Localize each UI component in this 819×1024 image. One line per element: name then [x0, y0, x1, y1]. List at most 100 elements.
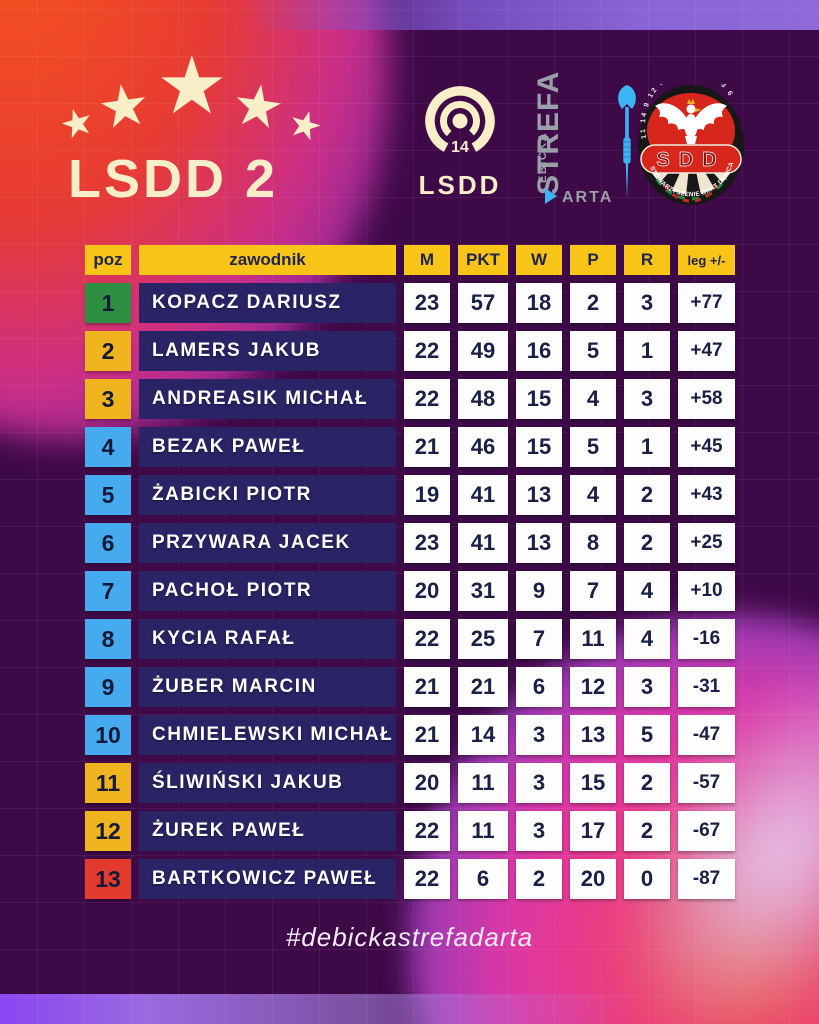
- losses-value: 13: [570, 715, 616, 755]
- table-row: 7 PACHOŁ PIOTR 20 31 9 7 4 +10: [85, 571, 735, 611]
- losses-value: 17: [570, 811, 616, 851]
- losses-value: 4: [570, 379, 616, 419]
- player-name: CHMIELEWSKI MICHAŁ: [139, 715, 396, 755]
- table-row: 1 KOPACZ DARIUSZ 23 57 18 2 3 +77: [85, 283, 735, 323]
- table-row: 6 PRZYWARA JACEK 23 41 13 8 2 +25: [85, 523, 735, 563]
- table-row: 3 ANDREASIK MICHAŁ 22 48 15 4 3 +58: [85, 379, 735, 419]
- table-row: 2 LAMERS JAKUB 22 49 16 5 1 +47: [85, 331, 735, 371]
- points-value: 46: [458, 427, 508, 467]
- draws-value: 5: [624, 715, 670, 755]
- lsdd-target-icon: 14: [425, 86, 495, 156]
- wins-value: 2: [516, 859, 562, 899]
- position-badge: 7: [85, 571, 131, 611]
- header-pkt: PKT: [458, 245, 508, 275]
- position-badge: 11: [85, 763, 131, 803]
- table-row: 11 ŚLIWIŃSKI JAKUB 20 11 3 15 2 -57: [85, 763, 735, 803]
- leg-diff-value: +47: [678, 331, 735, 371]
- leg-diff-value: +58: [678, 379, 735, 419]
- table-row: 10 CHMIELEWSKI MICHAŁ 21 14 3 13 5 -47: [85, 715, 735, 755]
- header-m: M: [404, 245, 450, 275]
- wins-value: 9: [516, 571, 562, 611]
- draws-value: 3: [624, 379, 670, 419]
- player-name: KOPACZ DARIUSZ: [139, 283, 396, 323]
- draws-value: 4: [624, 571, 670, 611]
- wins-value: 15: [516, 427, 562, 467]
- table-row: 4 BEZAK PAWEŁ 21 46 15 5 1 +45: [85, 427, 735, 467]
- star-icon: ★: [227, 70, 289, 143]
- strefa-strefa-text: STREFA: [532, 70, 565, 195]
- leg-diff-value: -31: [678, 667, 735, 707]
- matches-value: 22: [404, 811, 450, 851]
- leg-diff-value: +25: [678, 523, 735, 563]
- draws-value: 0: [624, 859, 670, 899]
- points-value: 41: [458, 523, 508, 563]
- leg-diff-value: +10: [678, 571, 735, 611]
- brand-block: ★ ★ ★ ★ ★ LSDD 2: [55, 46, 360, 215]
- player-name: ŻUREK PAWEŁ: [139, 811, 396, 851]
- player-name: LAMERS JAKUB: [139, 331, 396, 371]
- matches-value: 22: [404, 331, 450, 371]
- draws-value: 2: [624, 811, 670, 851]
- points-value: 25: [458, 619, 508, 659]
- strefa-d-triangle-icon: [545, 188, 557, 204]
- points-value: 41: [458, 475, 508, 515]
- leg-diff-value: +45: [678, 427, 735, 467]
- losses-value: 4: [570, 475, 616, 515]
- wins-value: 7: [516, 619, 562, 659]
- lsdd-logo-label: LSDD: [418, 170, 502, 200]
- position-badge: 5: [85, 475, 131, 515]
- draws-value: 3: [624, 283, 670, 323]
- bottom-gradient-band: [0, 994, 819, 1024]
- wins-value: 3: [516, 763, 562, 803]
- leg-diff-value: +77: [678, 283, 735, 323]
- position-badge: 8: [85, 619, 131, 659]
- losses-value: 7: [570, 571, 616, 611]
- matches-value: 20: [404, 763, 450, 803]
- position-badge: 13: [85, 859, 131, 899]
- matches-value: 22: [404, 379, 450, 419]
- wins-value: 3: [516, 811, 562, 851]
- points-value: 21: [458, 667, 508, 707]
- matches-value: 23: [404, 283, 450, 323]
- star-icon: ★: [156, 41, 228, 130]
- header-p: P: [570, 245, 616, 275]
- wins-value: 3: [516, 715, 562, 755]
- page-title: LSDD 2: [68, 149, 279, 209]
- standings-table: poz zawodnik M PKT W P R leg +/- 1 KOPAC…: [85, 245, 735, 899]
- position-badge: 4: [85, 427, 131, 467]
- player-name: KYCIA RAFAŁ: [139, 619, 396, 659]
- losses-value: 12: [570, 667, 616, 707]
- header-w: W: [516, 245, 562, 275]
- wins-value: 16: [516, 331, 562, 371]
- table-row: 8 KYCIA RAFAŁ 22 25 7 11 4 -16: [85, 619, 735, 659]
- sdd-crest-icon: 11 14 9 12 5 20 1 18 4 13 6 SDD STOWARZY…: [638, 67, 744, 205]
- leg-diff-value: -16: [678, 619, 735, 659]
- wins-value: 6: [516, 667, 562, 707]
- table-row: 9 ŻUBER MARCIN 21 21 6 12 3 -31: [85, 667, 735, 707]
- strefa-darta-logo: EBICKA STREFA ARTA: [532, 71, 642, 217]
- sdd-club-logo: 11 14 9 12 5 20 1 18 4 13 6 SDD STOWARZY…: [637, 67, 745, 206]
- matches-value: 19: [404, 475, 450, 515]
- matches-value: 20: [404, 571, 450, 611]
- matches-value: 21: [404, 715, 450, 755]
- losses-value: 8: [570, 523, 616, 563]
- draws-value: 1: [624, 331, 670, 371]
- wins-value: 13: [516, 475, 562, 515]
- header-r: R: [624, 245, 670, 275]
- header-leg: leg +/-: [678, 245, 735, 275]
- header-poz: poz: [85, 245, 131, 275]
- leg-diff-value: -67: [678, 811, 735, 851]
- player-name: ŻABICKI PIOTR: [139, 475, 396, 515]
- lsdd-logo: 14 LSDD: [414, 84, 506, 201]
- position-badge: 9: [85, 667, 131, 707]
- player-name: PRZYWARA JACEK: [139, 523, 396, 563]
- table-row: 12 ŻUREK PAWEŁ 22 11 3 17 2 -67: [85, 811, 735, 851]
- lsdd-logo-number: 14: [451, 139, 469, 156]
- player-name: BARTKOWICZ PAWEŁ: [139, 859, 396, 899]
- losses-value: 20: [570, 859, 616, 899]
- position-badge: 6: [85, 523, 131, 563]
- dart-icon: [618, 85, 636, 199]
- leg-diff-value: +43: [678, 475, 735, 515]
- player-name: ŚLIWIŃSKI JAKUB: [139, 763, 396, 803]
- losses-value: 15: [570, 763, 616, 803]
